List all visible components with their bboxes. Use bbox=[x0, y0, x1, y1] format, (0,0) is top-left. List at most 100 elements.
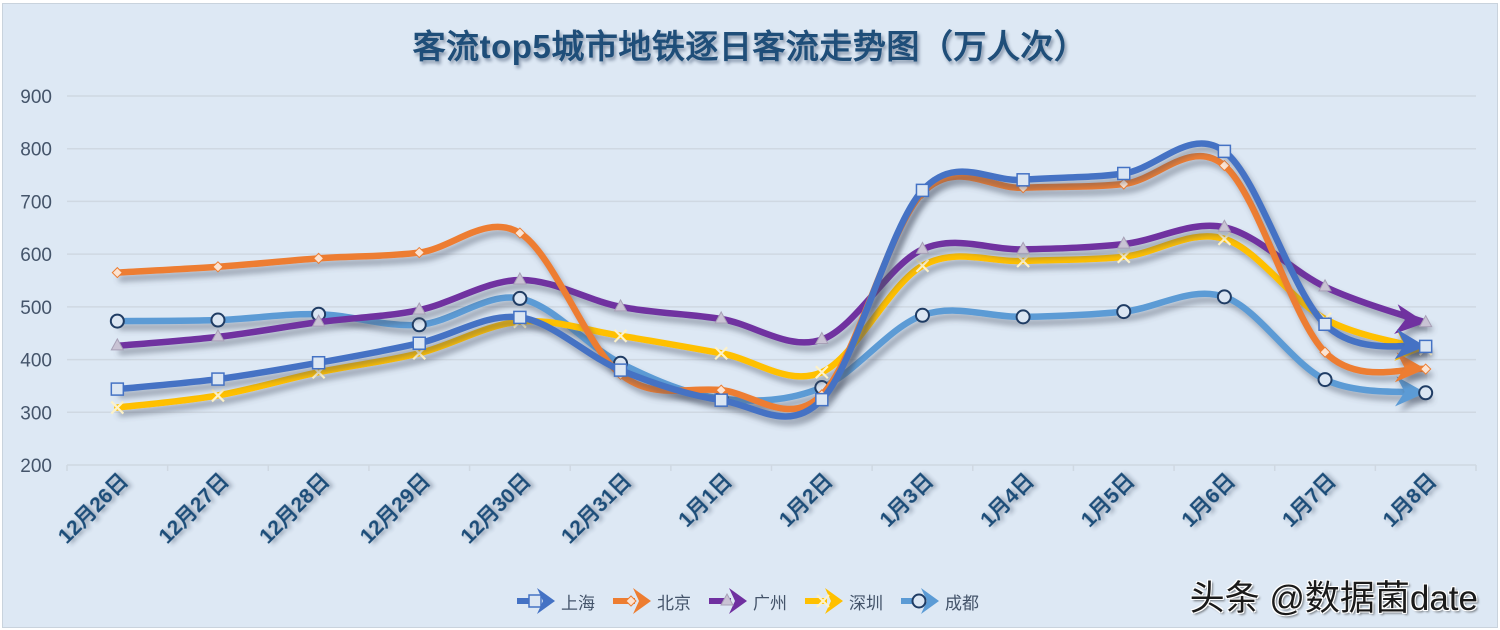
x-marker bbox=[1116, 250, 1131, 264]
chart-title: 客流top5城市地铁逐日客流走势图（万人次） bbox=[412, 28, 1088, 65]
circle-marker bbox=[411, 317, 427, 333]
y-tick-label: 300 bbox=[20, 403, 52, 424]
triangle-marker bbox=[110, 337, 125, 351]
series-广州 bbox=[110, 219, 1433, 351]
legend-item-北京[interactable]: 北京 bbox=[611, 586, 691, 616]
diamond-marker bbox=[625, 595, 637, 607]
y-tick-label: 800 bbox=[20, 140, 52, 161]
square-marker bbox=[1016, 173, 1030, 187]
x-marker bbox=[816, 594, 830, 608]
x-marker bbox=[714, 346, 728, 361]
x-tick-label: 1月6日 bbox=[1177, 469, 1239, 531]
circle-marker bbox=[1216, 289, 1232, 305]
y-tick-label: 200 bbox=[20, 456, 52, 477]
triangle-marker bbox=[720, 592, 734, 606]
x-marker bbox=[815, 365, 829, 380]
x-marker bbox=[1016, 254, 1030, 268]
triangle-marker bbox=[513, 271, 527, 285]
x-tick-label: 1月2日 bbox=[775, 469, 837, 531]
square-marker bbox=[110, 382, 125, 396]
arrowhead-icon bbox=[1394, 304, 1426, 334]
square-marker bbox=[1217, 144, 1232, 159]
circle-marker bbox=[210, 312, 226, 328]
x-tick-label: 12月31日 bbox=[557, 469, 636, 548]
diamond-marker bbox=[1118, 178, 1130, 190]
gridlines bbox=[67, 95, 1476, 466]
circle-marker bbox=[911, 593, 927, 609]
x-tick-label: 12月26日 bbox=[54, 469, 133, 548]
y-tick-label: 400 bbox=[20, 351, 52, 372]
x-tick-label: 1月7日 bbox=[1278, 469, 1340, 531]
x-marker bbox=[110, 400, 125, 415]
triangle-marker bbox=[412, 301, 427, 315]
circle-marker bbox=[1116, 304, 1132, 320]
arrowhead-icon bbox=[1394, 329, 1426, 360]
diamond-marker bbox=[212, 261, 224, 273]
x-tick-label: 1月3日 bbox=[876, 469, 938, 531]
triangle-marker bbox=[613, 298, 628, 312]
arrowhead-icon bbox=[1394, 352, 1426, 383]
diamond-marker bbox=[312, 252, 325, 265]
x-tick-label: 1月5日 bbox=[1077, 469, 1139, 531]
legend-item-成都[interactable]: 成都 bbox=[899, 586, 979, 616]
triangle-marker bbox=[1418, 314, 1433, 328]
y-tick-label: 700 bbox=[20, 192, 52, 213]
legend-label: 广州 bbox=[753, 593, 787, 613]
series-line bbox=[114, 222, 1429, 350]
square-marker bbox=[613, 363, 628, 377]
x-arrow-icon bbox=[805, 588, 843, 614]
y-tick-label: 500 bbox=[20, 298, 52, 319]
diamond-arrow-icon bbox=[613, 588, 651, 614]
series-成都 bbox=[109, 289, 1434, 407]
watermark: 头条 @数据菌date bbox=[1189, 579, 1478, 618]
x-tick-label: 12月27日 bbox=[155, 469, 234, 548]
series-line bbox=[114, 233, 1429, 411]
triangle-marker bbox=[1217, 219, 1232, 232]
diamond-marker bbox=[413, 246, 425, 259]
x-marker bbox=[613, 329, 628, 343]
legend-label: 北京 bbox=[657, 593, 691, 613]
x-tick-label: 12月30日 bbox=[456, 469, 535, 548]
circle-marker bbox=[1418, 385, 1434, 401]
triangle-marker bbox=[814, 331, 829, 345]
legend: 上海 北京 广州 深圳 成都 bbox=[515, 586, 979, 616]
legend-label: 成都 bbox=[945, 593, 979, 613]
y-tick-label: 900 bbox=[20, 87, 52, 108]
square-arrow-icon bbox=[517, 588, 555, 614]
y-axis: 200 300 400 500 600 700 800 900 bbox=[20, 87, 52, 477]
diamond-marker bbox=[1218, 159, 1231, 172]
series-lines bbox=[109, 140, 1434, 420]
arrowhead-icon bbox=[1395, 376, 1426, 407]
legend-item-广州[interactable]: 广州 bbox=[707, 586, 787, 616]
square-marker bbox=[513, 310, 527, 325]
triangle-marker bbox=[1318, 278, 1332, 292]
legend-item-上海[interactable]: 上海 bbox=[515, 586, 595, 616]
x-tick-label: 1月4日 bbox=[976, 469, 1038, 531]
circle-marker bbox=[109, 313, 125, 329]
triangle-marker bbox=[1116, 236, 1131, 249]
legend-label: 深圳 bbox=[849, 593, 883, 613]
x-tick-label: 12月29日 bbox=[356, 469, 435, 548]
square-marker bbox=[528, 594, 542, 608]
x-marker bbox=[1217, 232, 1232, 246]
x-marker bbox=[211, 388, 225, 403]
triangle-marker bbox=[714, 310, 729, 324]
triangle-marker bbox=[211, 328, 225, 342]
square-marker bbox=[311, 355, 326, 370]
circle-arrow-icon bbox=[901, 588, 939, 614]
legend-item-深圳[interactable]: 深圳 bbox=[803, 586, 883, 616]
x-tick-label: 1月8日 bbox=[1379, 469, 1441, 531]
series-北京 bbox=[111, 152, 1432, 413]
x-tick-label: 1月1日 bbox=[674, 469, 736, 531]
circle-marker bbox=[512, 290, 528, 306]
triangle-marker bbox=[915, 241, 930, 254]
circle-marker bbox=[1015, 309, 1031, 325]
triangle-arrow-icon bbox=[709, 588, 747, 614]
x-axis: 12月26日 12月27日 12月28日 12月29日 12月30日 12月31日 1月1日… bbox=[54, 465, 1477, 548]
diamond-marker bbox=[1319, 346, 1331, 358]
square-marker bbox=[1318, 317, 1332, 332]
circle-marker bbox=[914, 307, 930, 323]
diamond-marker bbox=[111, 266, 124, 279]
square-marker bbox=[211, 372, 225, 386]
